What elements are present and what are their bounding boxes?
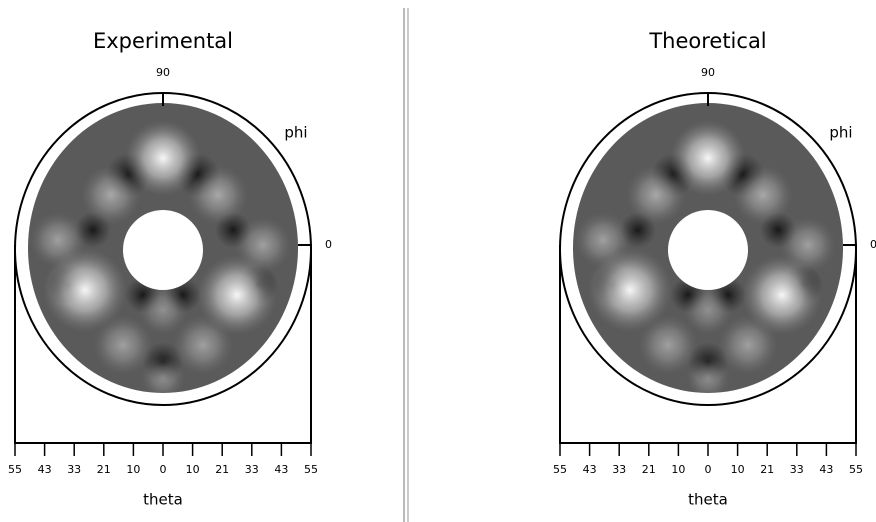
panel-title: Theoretical [648, 29, 766, 53]
phi-label: phi [284, 124, 307, 142]
panel-title: Experimental [93, 29, 233, 53]
bright-spot [626, 165, 686, 225]
bright-spot [30, 212, 86, 268]
phi-right-label: 0 [325, 238, 332, 251]
theta-tick-label: 21 [760, 463, 774, 476]
bright-spot [575, 212, 631, 268]
theta-tick-label: 43 [819, 463, 833, 476]
theta-tick-label: 10 [671, 463, 685, 476]
theta-tick-label: 55 [8, 463, 22, 476]
theta-tick-label: 33 [245, 463, 259, 476]
theta-label: theta [143, 491, 183, 509]
theta-tick-label: 33 [67, 463, 81, 476]
phi-right-label: 0 [870, 238, 876, 251]
theta-tick-label: 0 [160, 463, 167, 476]
theta-tick-label: 21 [215, 463, 229, 476]
bright-spot [138, 285, 188, 335]
center-hole [123, 210, 203, 290]
theta-tick-label: 10 [731, 463, 745, 476]
theta-tick-label: 10 [186, 463, 200, 476]
theta-tick-label: 55 [304, 463, 318, 476]
theta-tick-label: 33 [612, 463, 626, 476]
theta-label: theta [688, 491, 728, 509]
theta-tick-label: 55 [553, 463, 567, 476]
bright-spot [81, 165, 141, 225]
theta-tick-label: 43 [38, 463, 52, 476]
theta-tick-label: 43 [274, 463, 288, 476]
bright-spot [683, 285, 733, 335]
bright-spot [188, 165, 248, 225]
screen: Experimental 90 0 phi 55 43 33 21 10 0 10 21 33 43 55 t… [0, 0, 876, 522]
bright-spot [733, 165, 793, 225]
theta-tick-label: 21 [97, 463, 111, 476]
theta-tick-label: 21 [642, 463, 656, 476]
theta-tick-label: 10 [126, 463, 140, 476]
bright-spot [235, 217, 291, 273]
theta-tick-label: 0 [705, 463, 712, 476]
theta-tick-label: 43 [583, 463, 597, 476]
theta-tick-label: 55 [849, 463, 863, 476]
phi-top-label: 90 [701, 66, 715, 79]
theta-tick-label: 33 [790, 463, 804, 476]
phi-top-label: 90 [156, 66, 170, 79]
center-hole [668, 210, 748, 290]
bright-spot [780, 217, 836, 273]
phi-label: phi [829, 124, 852, 142]
